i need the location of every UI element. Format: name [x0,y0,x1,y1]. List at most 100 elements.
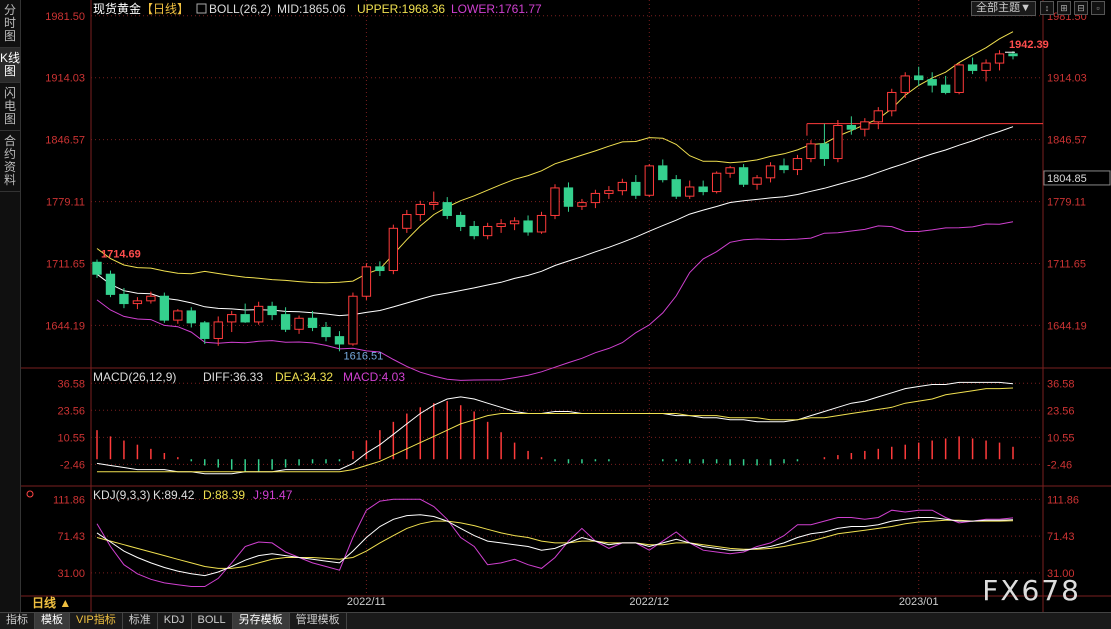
kdj-j-line [96,498,1014,587]
candle-body [456,214,466,227]
candle-body [267,305,277,316]
candle-body [536,214,547,233]
candle-body [415,203,425,216]
macd-tick-left: 23.56 [57,405,85,417]
macd-legend-diff: DIFF:36.33 [203,370,263,384]
candle-body [375,266,385,272]
kdj-settings-icon [26,490,34,498]
boll-legend-lower: LOWER:1761.77 [451,2,542,16]
candle-body [280,314,291,330]
candle-body [321,326,331,338]
macd-legend-macd: MACD:4.03 [343,370,405,384]
candle-body [105,273,116,295]
macd-tick-right: 23.56 [1047,405,1075,417]
candle-body [954,64,964,93]
candle-body [711,172,722,193]
candle-body [159,295,170,321]
bottom-tab-3[interactable]: 标准 [123,613,158,629]
macd-legend-name: MACD(26,12,9) [93,370,176,384]
macd-tick-right: 10.55 [1047,432,1075,444]
candle-body [873,110,883,123]
price-tick-left: 1981.50 [45,11,85,23]
macd-panel[interactable] [96,381,1014,475]
kdj-k-line [96,514,1014,577]
sidebar-item-3[interactable]: 合约资料 [0,131,20,192]
candle-body [429,202,439,205]
candle-body [685,186,695,197]
bottom-tab-bar: 指标 模板 VIP指标 标准 KDJ BOLL 另存模板 管理模板 [0,612,1111,629]
period-indicator[interactable]: 日线 ▲ [32,596,72,610]
chart-toolbar: 全部主题▼ ↕ ⊞ ⊟ ▫ [971,1,1105,16]
candle-body [631,181,641,196]
kdj-tick-left: 71.43 [57,531,85,543]
candle-body [227,314,237,323]
candle-body [307,317,318,328]
candle-body [240,314,250,323]
candle-body [577,202,587,207]
candle-body [644,165,654,196]
period-tag: 【日线】 [141,2,189,16]
brand-watermark: FX678 [982,574,1081,607]
candle-body [658,165,668,181]
candle-body [819,143,830,160]
start-price-label: 1714.69 [101,249,141,261]
candle-body [967,64,978,71]
macd-dea-line [97,387,1014,473]
bottom-tab-4[interactable]: KDJ [158,613,192,629]
bottom-tab-0[interactable]: 指标 [0,613,35,629]
instrument-name: 现货黄金 [93,1,141,16]
candle-body [887,91,897,112]
candle-body [132,300,143,305]
candle-body [550,187,560,216]
candle-body [509,220,520,225]
candle-body [927,79,937,86]
candle-body [738,167,749,185]
legend-toggle-icon [196,3,207,14]
toolbar-button-1[interactable]: ⊞ [1057,1,1071,15]
price-tick-right: 1914.03 [1047,73,1087,85]
toolbar-button-0[interactable]: ↕ [1040,1,1054,15]
bottom-tab-1[interactable]: 模板 [35,613,70,629]
sidebar-item-0[interactable]: 分时图 [0,0,20,48]
boll-legend-upper: UPPER:1968.36 [357,2,445,16]
candle-body [779,165,789,171]
boll-mid-line [96,126,1014,317]
candle-body [617,181,628,192]
bottom-tab-6[interactable]: 另存模板 [232,613,290,629]
candle-body [725,167,735,174]
candle-body [402,214,412,229]
price-tick-left: 1914.03 [45,73,85,85]
kdj-tick-right: 111.86 [1047,494,1079,506]
candle-body [846,124,857,130]
boll-upper-line [96,31,1014,284]
boll-lower-line [96,221,1014,381]
price-panel[interactable] [92,31,1043,381]
bottom-tab-5[interactable]: BOLL [192,613,233,629]
bottom-tab-2[interactable]: VIP指标 [70,613,123,629]
candle-body [698,186,708,193]
candle-body [119,293,129,305]
macd-tick-left: 10.55 [57,432,85,444]
kdj-legend-k: K:89.42 [153,488,195,502]
macd-tick-right: -2.46 [1047,459,1072,471]
toolbar-button-2[interactable]: ⊟ [1074,1,1088,15]
price-tick-right: 1644.19 [1047,320,1087,332]
toolbar-button-3[interactable]: ▫ [1091,1,1105,15]
bottom-tab-7[interactable]: 管理模板 [290,613,347,629]
candle-body [496,223,506,227]
low-price-label: 1616.51 [343,350,383,362]
sidebar-item-1[interactable]: K线图 [0,48,20,83]
candle-body [361,266,372,297]
candle-body [469,225,479,237]
candle-body [940,84,951,93]
candle-body [213,321,223,339]
theme-select[interactable]: 全部主题▼ [971,1,1036,16]
candle-body [482,225,493,237]
current-price-box [1043,170,1111,186]
sidebar-item-2[interactable]: 闪电图 [0,83,20,131]
candle-body [294,317,304,330]
price-tick-left: 1711.65 [46,259,85,271]
price-tick-right: 1711.65 [1047,259,1086,271]
kdj-panel[interactable] [96,498,1014,587]
